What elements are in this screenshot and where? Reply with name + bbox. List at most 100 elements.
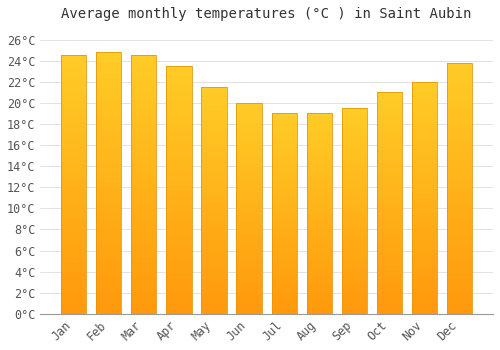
Bar [447,188,472,193]
Bar [342,145,367,149]
Bar [166,234,192,239]
Bar [306,218,332,222]
Bar [447,113,472,118]
Bar [377,279,402,283]
Bar [342,265,367,269]
Bar [342,310,367,314]
Bar [166,180,192,185]
Bar [61,128,86,133]
Bar [342,153,367,158]
Bar [131,112,156,118]
Bar [306,126,332,130]
Bar [342,277,367,281]
Bar [131,303,156,309]
Bar [166,126,192,131]
Bar [272,130,297,133]
Bar [236,196,262,200]
Bar [377,186,402,190]
Bar [166,264,192,269]
Bar [342,174,367,178]
Bar [166,294,192,299]
Bar [202,264,226,268]
Bar [306,113,332,314]
Bar [166,195,192,200]
Bar [166,185,192,190]
Bar [447,304,472,309]
Bar [377,305,402,309]
Bar [61,61,86,66]
Bar [342,215,367,219]
Bar [131,66,156,71]
Bar [342,228,367,232]
Bar [306,254,332,258]
Bar [236,310,262,314]
Bar [412,124,438,128]
Bar [166,140,192,145]
Bar [272,222,297,226]
Bar [377,247,402,252]
Bar [96,126,122,131]
Bar [61,97,86,102]
Bar [412,198,438,203]
Bar [272,242,297,246]
Bar [447,78,472,83]
Bar [377,172,402,176]
Bar [236,128,262,132]
Bar [306,310,332,314]
Bar [342,182,367,186]
Bar [202,300,226,305]
Bar [61,195,86,200]
Bar [306,302,332,306]
Bar [131,293,156,299]
Bar [377,274,402,279]
Bar [342,223,367,228]
Bar [202,309,226,314]
Bar [131,71,156,76]
Bar [61,210,86,216]
Bar [166,239,192,244]
Bar [377,283,402,287]
Bar [377,128,402,132]
Bar [342,203,367,207]
Bar [447,244,472,248]
Bar [377,92,402,314]
Bar [377,106,402,110]
Bar [96,146,122,152]
Bar [202,259,226,264]
Bar [377,141,402,146]
Bar [306,278,332,282]
Bar [61,283,86,288]
Bar [131,180,156,185]
Bar [61,309,86,314]
Bar [272,174,297,177]
Bar [131,210,156,216]
Bar [96,309,122,314]
Bar [236,145,262,149]
Bar [412,175,438,179]
Bar [131,195,156,200]
Bar [236,187,262,191]
Bar [61,148,86,154]
Bar [61,288,86,293]
Bar [61,138,86,143]
Bar [447,93,472,98]
Bar [412,267,438,272]
Bar [202,146,226,150]
Bar [342,112,367,117]
Bar [131,133,156,138]
Bar [272,250,297,254]
Bar [202,150,226,155]
Bar [61,257,86,262]
Bar [447,284,472,289]
Bar [202,241,226,246]
Bar [202,273,226,278]
Bar [131,159,156,164]
Bar [412,230,438,235]
Bar [96,167,122,173]
Bar [412,96,438,100]
Bar [236,293,262,297]
Bar [272,118,297,121]
Bar [377,194,402,199]
Bar [202,87,226,314]
Bar [131,283,156,288]
